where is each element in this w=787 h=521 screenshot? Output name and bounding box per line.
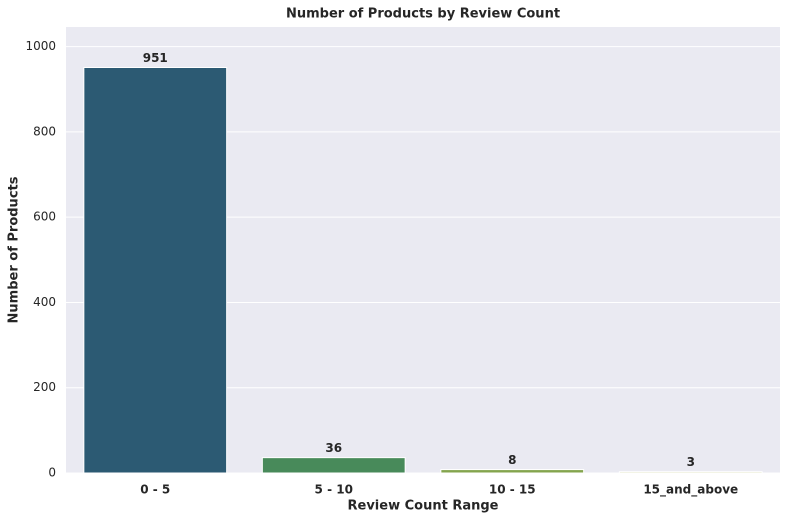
- x-tick-label: 15_and_above: [643, 483, 738, 498]
- x-tick-label: 10 - 15: [489, 483, 536, 497]
- value-label: 36: [325, 441, 342, 455]
- y-tick-label: 1000: [25, 39, 56, 53]
- y-tick-label: 200: [33, 380, 56, 394]
- x-axis-label: Review Count Range: [348, 499, 499, 514]
- chart-title: Number of Products by Review Count: [286, 7, 560, 22]
- x-tick-label: 0 - 5: [140, 483, 170, 497]
- y-tick-label: 0: [48, 466, 56, 480]
- value-label: 8: [508, 453, 516, 467]
- x-tick-label: 5 - 10: [315, 483, 353, 497]
- y-tick-label: 400: [33, 295, 56, 309]
- bar: [618, 471, 763, 474]
- y-axis-label: Number of Products: [7, 176, 22, 323]
- value-label: 951: [143, 51, 168, 65]
- value-label: 3: [687, 455, 695, 469]
- y-tick-label: 800: [33, 124, 56, 138]
- bar: [83, 67, 228, 474]
- bar: [440, 469, 585, 474]
- y-tick-label: 600: [33, 210, 56, 224]
- bar: [261, 457, 406, 474]
